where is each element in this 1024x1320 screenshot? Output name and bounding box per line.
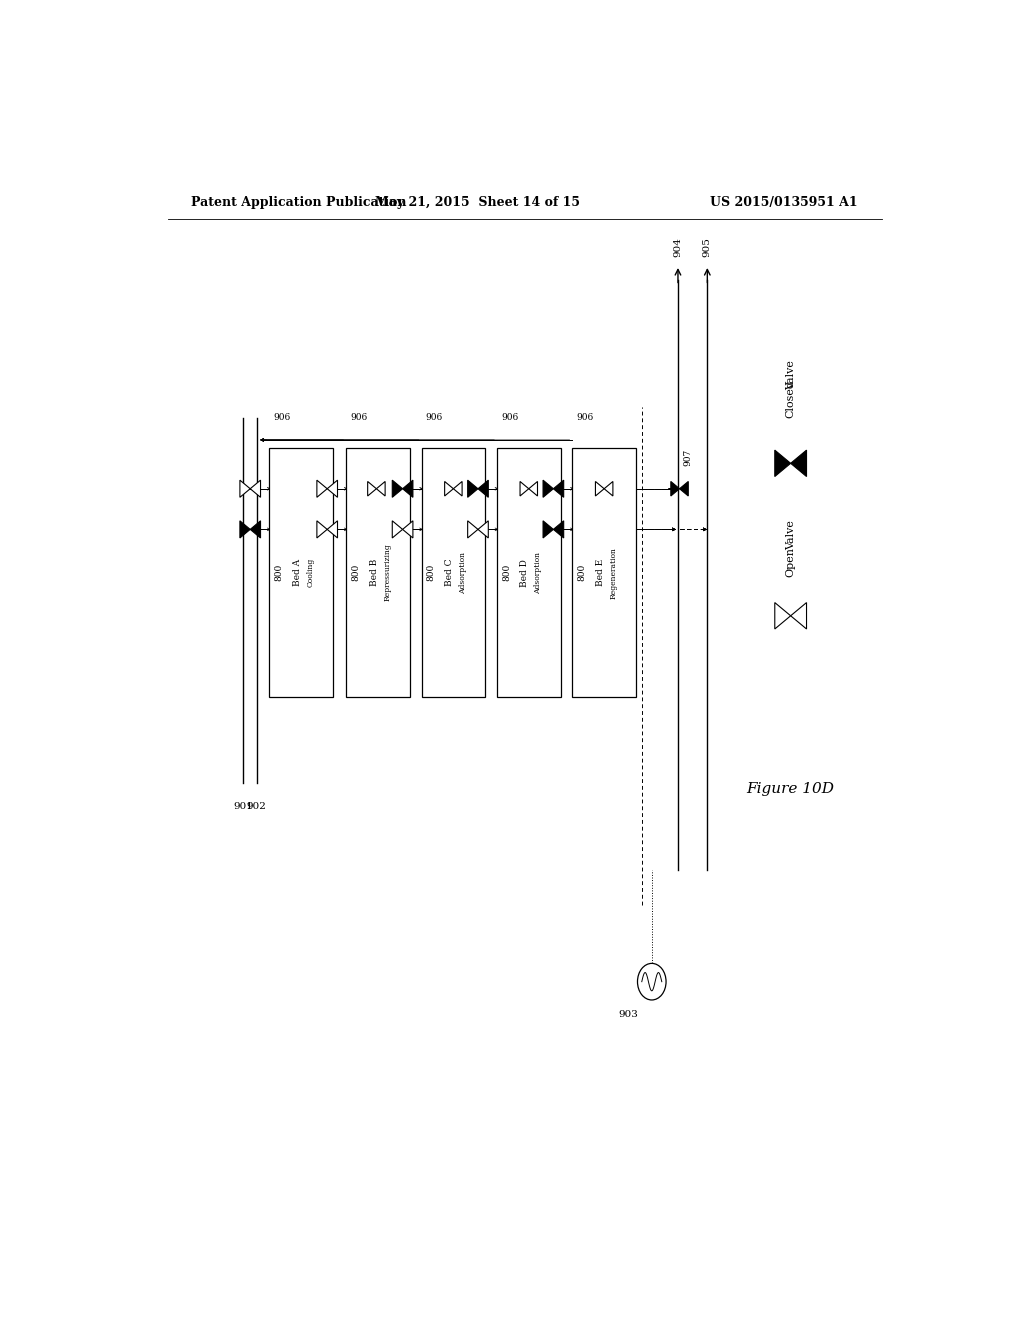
Text: Bed E: Bed E [596,558,605,586]
Polygon shape [604,482,613,496]
Text: 906: 906 [426,413,442,421]
Text: Valve: Valve [785,360,796,391]
Polygon shape [402,480,413,498]
Text: Repressurizing: Repressurizing [384,544,391,602]
Polygon shape [328,480,338,498]
Polygon shape [240,521,250,539]
Polygon shape [328,521,338,539]
Text: Regeneration: Regeneration [609,546,617,598]
Polygon shape [543,521,553,539]
Text: Closed: Closed [785,380,796,417]
Text: Adsorption: Adsorption [535,552,543,594]
Text: 800: 800 [502,564,511,581]
Polygon shape [392,480,402,498]
Polygon shape [680,482,688,496]
Text: 907: 907 [458,449,466,466]
Text: Adsorption: Adsorption [459,552,467,594]
Text: Open: Open [785,548,796,577]
Text: Bed B: Bed B [370,558,379,586]
Polygon shape [468,521,478,539]
Polygon shape [250,521,260,539]
Text: 907: 907 [684,449,692,466]
Bar [346,447,410,697]
Circle shape [638,964,666,1001]
Polygon shape [520,482,528,496]
Text: Bed C: Bed C [444,558,454,586]
Text: Valve: Valve [785,520,796,549]
Polygon shape [316,480,328,498]
Text: 904: 904 [674,238,682,257]
Polygon shape [478,480,488,498]
Text: 902: 902 [247,801,266,810]
Text: 907: 907 [608,449,617,466]
Polygon shape [316,521,328,539]
Text: 800: 800 [427,564,435,581]
Text: 800: 800 [274,564,284,581]
Polygon shape [553,521,563,539]
Polygon shape [595,482,604,496]
Text: 906: 906 [501,413,518,421]
Polygon shape [468,480,478,498]
Text: 906: 906 [273,413,291,421]
Text: Patent Application Publication: Patent Application Publication [191,195,407,209]
Bar [497,447,560,697]
Text: Bed D: Bed D [520,558,529,586]
Text: 906: 906 [577,413,594,421]
Polygon shape [402,521,413,539]
Text: Cooling: Cooling [306,558,314,587]
Bar [422,447,485,697]
Polygon shape [543,480,553,498]
Text: May 21, 2015  Sheet 14 of 15: May 21, 2015 Sheet 14 of 15 [375,195,580,209]
Polygon shape [250,480,260,498]
Bar [572,447,636,697]
Text: US 2015/0135951 A1: US 2015/0135951 A1 [711,195,858,209]
Polygon shape [240,480,250,498]
Polygon shape [368,482,377,496]
Polygon shape [454,482,462,496]
Text: 903: 903 [618,1010,638,1019]
Polygon shape [377,482,385,496]
Text: Figure 10D: Figure 10D [746,781,835,796]
Polygon shape [392,521,402,539]
Polygon shape [528,482,538,496]
Polygon shape [444,482,454,496]
Polygon shape [791,602,807,630]
Bar [269,447,333,697]
Polygon shape [553,480,563,498]
Polygon shape [775,450,791,477]
Polygon shape [478,521,488,539]
Text: 800: 800 [578,564,587,581]
Text: Bed A: Bed A [293,560,301,586]
Polygon shape [671,482,680,496]
Polygon shape [775,602,791,630]
Text: 906: 906 [350,413,368,421]
Text: 907: 907 [380,449,389,466]
Text: 907: 907 [532,449,542,466]
Text: 905: 905 [702,238,712,257]
Text: 901: 901 [233,801,253,810]
Text: 800: 800 [351,564,360,581]
Polygon shape [791,450,807,477]
